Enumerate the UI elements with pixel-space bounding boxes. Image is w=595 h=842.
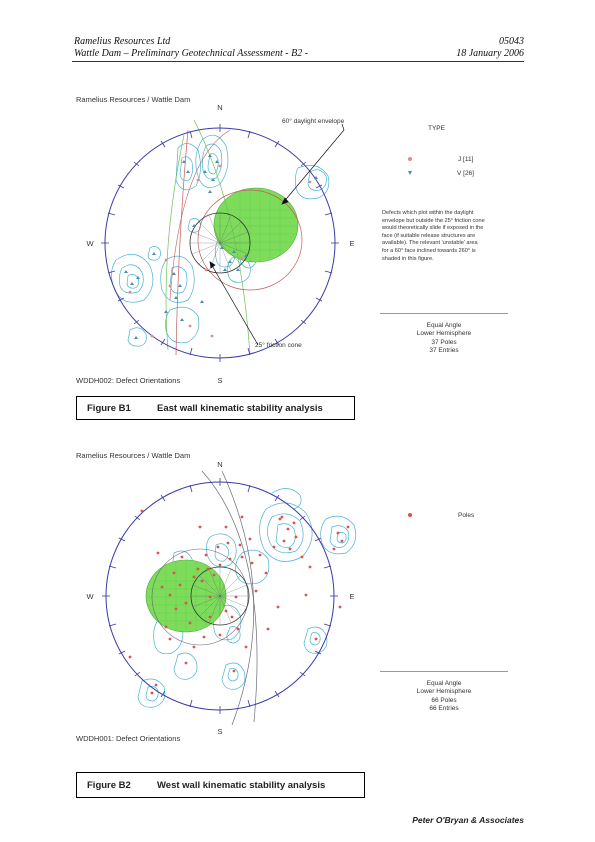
figure2-compass-s: S: [217, 727, 222, 736]
figure1-legend-heading: TYPE: [428, 125, 445, 132]
figure2-source-label: WDDH001: Defect Orientations: [76, 734, 181, 743]
figure2-caption-text: West wall kinematic stability analysis: [157, 779, 326, 791]
figure1-legend: J [11] V [26]: [408, 152, 508, 180]
header-company: Ramelius Resources Ltd: [74, 36, 171, 47]
figure1-ticks: [101, 124, 339, 362]
figure2-caption: Figure B2 West wall kinematic stability …: [76, 772, 365, 798]
figure1-projection: Equal Angle Lower Hemisphere 37 Poles 37…: [380, 322, 508, 356]
figure2-cone-rays: [191, 567, 249, 625]
figure1-note-line: Defects which plot within the daylight: [382, 210, 474, 216]
figure1-legend-label-v: V [26]: [457, 169, 474, 177]
figure1-legend-marker-j: [408, 157, 412, 161]
figure1-note-line: would theoretically slide if exposed in …: [382, 225, 484, 232]
figure2-legend-item-poles: Poles: [408, 510, 508, 520]
figure1-projection-type: Equal Angle: [426, 322, 462, 329]
figure1-note: Defects which plot within the daylight e…: [382, 210, 522, 263]
figure1-red-small-circle: [197, 189, 303, 291]
figure2-small-circle: [151, 548, 249, 646]
figure1-legend-item-j: J [11]: [408, 152, 508, 166]
figure1-plot-title: Ramelius Resources / Wattle Dam: [76, 95, 191, 104]
figure2-legend-label-poles: Poles: [458, 511, 475, 519]
figure1-annotation-arrows: [209, 123, 345, 346]
figure1-compass-w: W: [86, 239, 94, 248]
header-date: 18 January 2006: [456, 48, 524, 59]
header-doc-number: 05043: [499, 36, 524, 47]
figure1-caption: Figure B1 East wall kinematic stability …: [76, 396, 355, 420]
figure1-legend-marker-v: [408, 171, 412, 175]
figure1-projection-poles: 37 Poles: [431, 338, 457, 346]
figure1-projection-entries: 37 Entries: [429, 347, 459, 355]
figure1-note-line: envelope but outside the 25° friction co…: [382, 217, 485, 224]
footer-company: Peter O'Bryan & Associates: [412, 815, 524, 825]
figure1-note-line: face (if suitable release structures are: [382, 232, 476, 239]
figure1-daylight-envelope: [213, 187, 299, 263]
figure1-note-line: for a 60° face inclined towards 260° is: [382, 247, 476, 254]
figure2-compass-e: E: [349, 592, 354, 601]
figure2-projection-poles: 66 Poles: [431, 696, 457, 704]
figure1-daylight-label: 60° daylight envelope: [282, 118, 345, 125]
figure1-green-great-circle-b: [165, 134, 185, 351]
figure1-legend-item-v: V [26]: [408, 166, 508, 180]
figure2-great-circle-b: [221, 470, 255, 726]
figure1-cone-rays: [190, 213, 250, 273]
figure1-red-great-circle-b: [169, 129, 231, 301]
figure2-projection-type: Equal Angle: [426, 680, 462, 687]
figure1-caption-number: Figure B1: [87, 402, 131, 414]
header-project: Wattle Dam – Preliminary Geotechnical As…: [74, 48, 309, 59]
figure2-compass-w: W: [86, 592, 94, 601]
figure2-caption-number: Figure B2: [87, 779, 131, 791]
figure2-poles: [128, 509, 350, 695]
figure1-projection-rule: [380, 313, 508, 314]
figure1-friction-label: 25° friction cone: [255, 342, 302, 349]
figure1-stereonet: N S W E: [86, 103, 354, 385]
figure1-green-great-circle: [193, 119, 251, 356]
figure2-plot-title: Ramelius Resources / Wattle Dam: [76, 451, 191, 460]
figure1-legend-label-j: J [11]: [458, 155, 474, 163]
figure1-compass-s: S: [217, 376, 222, 385]
figure1-red-great-circle-a: [175, 129, 189, 356]
figure2-stereonet: N S W E: [86, 460, 357, 736]
figure1-caption-text: East wall kinematic stability analysis: [157, 402, 323, 414]
figure1-compass-n: N: [217, 103, 222, 112]
figure2-legend-marker-poles: [408, 513, 412, 517]
figure2-projection-entries: 66 Entries: [429, 705, 459, 713]
figure1-envelope-hatch: [216, 188, 298, 262]
figure1-projection-hemisphere: Lower Hemisphere: [416, 330, 472, 338]
figure1-poles: [124, 154, 318, 339]
figure1-note-line: available). The relevant 'unstable' area: [382, 240, 478, 247]
figure1-note-line: shaded in this figure.: [382, 255, 434, 262]
figure1-source-label: WDDH002: Defect Orientations: [76, 376, 181, 385]
figure2-projection-rule: [380, 671, 508, 672]
figure2-projection: Equal Angle Lower Hemisphere 66 Poles 66…: [380, 680, 508, 714]
header-rule: [72, 61, 524, 62]
figure2-great-circle-a: [201, 470, 258, 723]
figure2-ticks: [102, 478, 338, 714]
figure2-compass-n: N: [217, 460, 222, 469]
figure2-projection-hemisphere: Lower Hemisphere: [416, 688, 472, 696]
figure1-compass-e: E: [349, 239, 354, 248]
